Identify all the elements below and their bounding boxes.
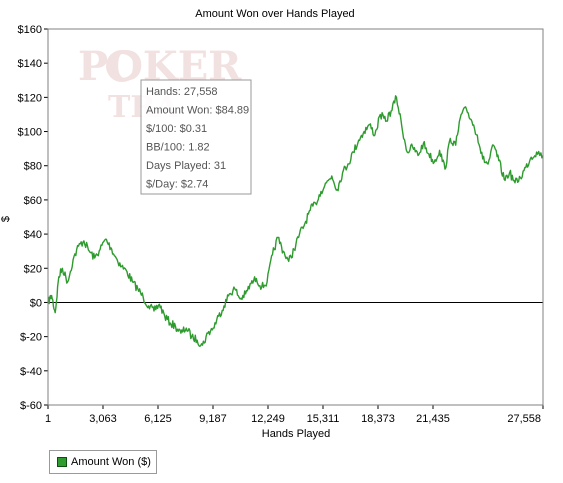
x-tick-label: 18,373 [361, 413, 395, 425]
info-box-line: Hands: 27,558 [146, 86, 218, 98]
series-line-amount-won [47, 95, 544, 347]
x-tick-label: 15,311 [307, 413, 340, 425]
y-tick-label: $60 [24, 195, 42, 207]
y-tick-label: $120 [18, 92, 42, 104]
x-tick-label: 9,187 [199, 413, 227, 425]
x-tick-label: 21,435 [416, 413, 450, 425]
x-tick-label: 1 [45, 413, 51, 425]
x-axis: 1 3,063 6,125 9,187 12,249 15,311 18,373 21,435… [45, 405, 544, 425]
info-box-line: BB/100: 1.82 [146, 142, 210, 154]
info-box-line: $/Day: $2.74 [146, 179, 208, 191]
y-tick-label: $20 [24, 263, 42, 275]
x-axis-label: Hands Played [262, 428, 331, 440]
info-box-line: Amount Won: $84.89 [146, 105, 249, 117]
stats-info-box: Hands: 27,558 Amount Won: $84.89 $/100: $0… [140, 79, 252, 195]
y-tick-label: $-40 [20, 366, 42, 378]
y-tick-label: $40 [24, 229, 42, 241]
y-tick-label: $80 [24, 161, 42, 173]
y-tick-label: $0 [30, 297, 42, 309]
y-tick-label: $160 [18, 24, 42, 36]
y-tick-label: $-60 [20, 400, 42, 412]
x-tick-label: 6,125 [144, 413, 172, 425]
legend: Amount Won ($) [49, 450, 157, 474]
info-box-line: $/100: $0.31 [146, 123, 207, 135]
y-tick-label: $-20 [20, 332, 42, 344]
chart-title: Amount Won over Hands Played [195, 8, 354, 20]
info-box-line: Days Played: 31 [146, 160, 226, 172]
y-axis-label: $ [0, 216, 12, 222]
y-tick-label: $140 [18, 58, 42, 70]
plot-frame [47, 28, 544, 406]
y-axis: $-60 $-40 $-20 $0 $20 $40 $60 $80 $100 $120 $140 $1… [18, 24, 48, 412]
y-tick-label: $100 [18, 127, 42, 139]
x-tick-label: 3,063 [89, 413, 117, 425]
x-tick-label: 27,558 [507, 413, 541, 425]
legend-label: Amount Won ($) [71, 456, 151, 468]
x-tick-label: 12,249 [251, 413, 285, 425]
legend-swatch [57, 457, 67, 467]
